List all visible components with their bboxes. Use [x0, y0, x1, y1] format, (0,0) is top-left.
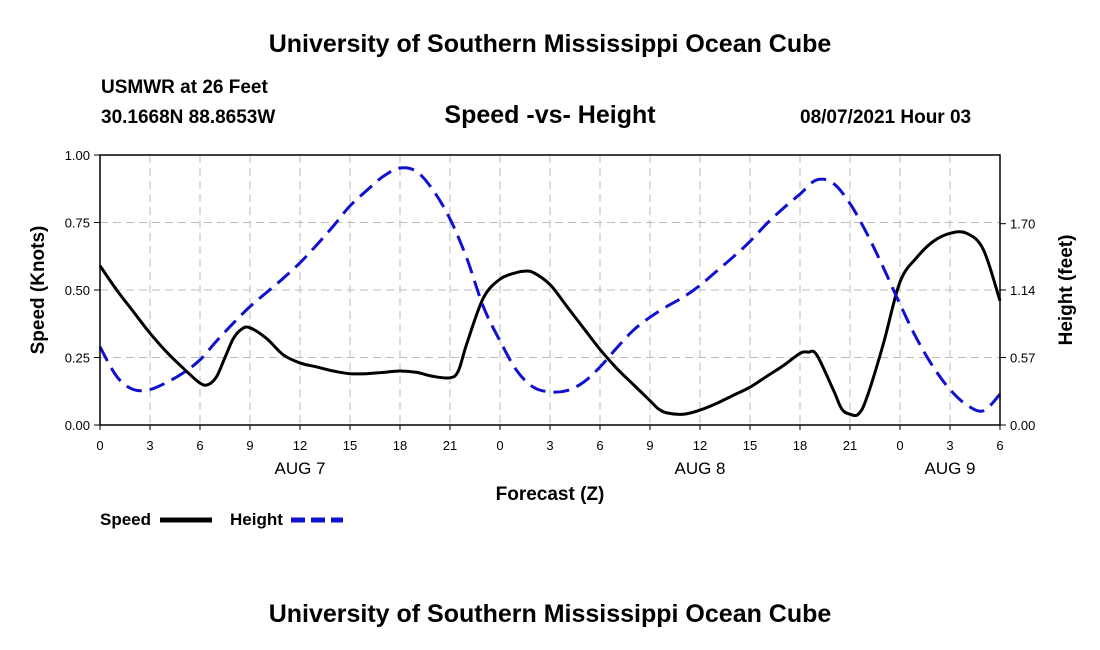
y2-tick-label: 0.00 — [1010, 418, 1035, 433]
y-tick-label: 1.00 — [65, 148, 90, 163]
x-tick-label: 3 — [946, 438, 953, 453]
x-tick-label: 21 — [443, 438, 457, 453]
forecast-datetime: 08/07/2021 Hour 03 — [800, 107, 972, 128]
grid-lines — [100, 155, 1000, 425]
x-tick-label: 9 — [646, 438, 653, 453]
page-title: University of Southern Mississippi Ocean… — [268, 30, 832, 58]
x-tick-label: 15 — [743, 438, 757, 453]
date-label: AUG 8 — [674, 459, 725, 478]
x-tick-label: 0 — [496, 438, 503, 453]
footer-title: University of Southern Mississippi Ocean… — [268, 600, 832, 628]
y-axis-label: Speed (Knots) — [28, 226, 49, 355]
series-line-speed — [98, 230, 1002, 418]
y2-tick-label: 1.14 — [1010, 283, 1035, 298]
x-tick-label: 21 — [843, 438, 857, 453]
y-tick-label: 0.25 — [65, 351, 90, 366]
date-label: AUG 9 — [924, 459, 975, 478]
legend-speed-label: Speed — [100, 510, 151, 529]
chart-title: Speed -vs- Height — [444, 101, 656, 129]
x-tick-label: 15 — [343, 438, 357, 453]
y-tick-label: 0.50 — [65, 283, 90, 298]
y2-axis-label: Height (feet) — [1056, 235, 1077, 346]
x-tick-label: 6 — [996, 438, 1003, 453]
x-tick-label: 3 — [146, 438, 153, 453]
x-tick-label: 9 — [246, 438, 253, 453]
series-line-height — [98, 166, 1002, 413]
x-tick-label: 12 — [293, 438, 307, 453]
y2-tick-label: 1.70 — [1010, 217, 1035, 232]
x-tick-label: 6 — [196, 438, 203, 453]
y2-tick-label: 0.57 — [1010, 351, 1035, 366]
x-tick-label: 18 — [393, 438, 407, 453]
x-tick-label: 3 — [546, 438, 553, 453]
x-tick-label: 0 — [96, 438, 103, 453]
y-tick-label: 0.00 — [65, 418, 90, 433]
series-lines — [98, 166, 1002, 418]
y-tick-label: 0.75 — [65, 216, 90, 231]
station-coordinates: 30.1668N 88.8653W — [101, 107, 276, 128]
x-tick-label: 0 — [896, 438, 903, 453]
date-label: AUG 7 — [274, 459, 325, 478]
x-tick-label: 6 — [596, 438, 603, 453]
x-tick-label: 12 — [693, 438, 707, 453]
legend: Speed Height — [100, 510, 343, 529]
axes: 0 3 6 9 12 15 18 21 0 3 6 9 12 15 18 21 0 3 6 AUG 7 AUG 8 AUG… — [65, 148, 1036, 478]
legend-height-label: Height — [230, 510, 283, 529]
x-tick-label: 18 — [793, 438, 807, 453]
station-label: USMWR at 26 Feet — [101, 77, 268, 98]
x-axis-label: Forecast (Z) — [496, 484, 605, 505]
